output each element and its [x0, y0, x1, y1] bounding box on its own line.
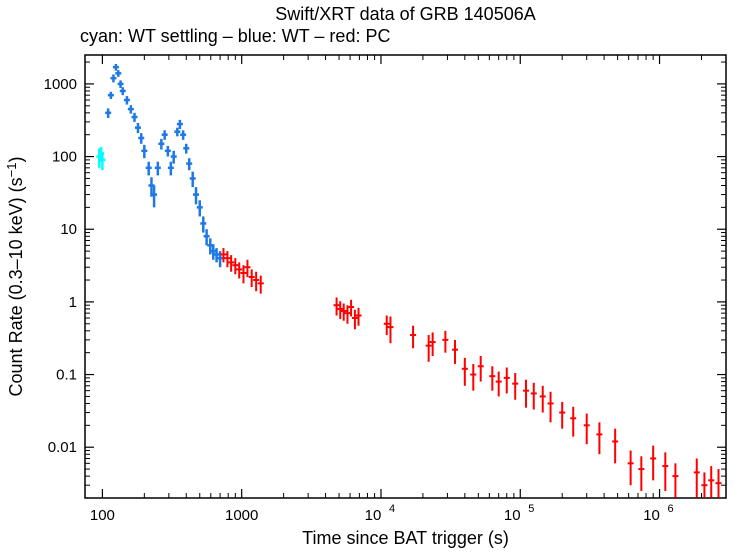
y-tick-label: 100	[52, 149, 77, 166]
y-tick-label: 10	[60, 221, 77, 238]
svg-text:5: 5	[528, 503, 534, 515]
y-tick-label: 0.01	[48, 439, 77, 456]
x-axis-label: Time since BAT trigger (s)	[302, 528, 509, 548]
x-tick-label: 10	[504, 507, 521, 524]
chart-subtitle: cyan: WT settling – blue: WT – red: PC	[80, 26, 390, 46]
x-tick-label: 1000	[225, 507, 258, 524]
x-tick-label: 10	[365, 507, 382, 524]
svg-text:6: 6	[668, 503, 674, 515]
plot-frame	[85, 55, 726, 498]
chart-svg: 100 1000 10 4 10 5 10 6 0.01 0.1 1 10 100 1000 Time si…	[0, 0, 746, 558]
chart-title: Swift/XRT data of GRB 140506A	[275, 4, 535, 24]
y-tick-label: 0.1	[56, 367, 77, 384]
y-axis-label: Count Rate (0.3–10 keV) (s−1)	[4, 157, 26, 397]
chart-container: 100 1000 10 4 10 5 10 6 0.01 0.1 1 10 100 1000 Time si…	[0, 0, 746, 558]
y-tick-label: 1	[69, 294, 77, 311]
svg-text:4: 4	[389, 503, 395, 515]
x-tick-label: 100	[90, 507, 115, 524]
y-tick-label: 1000	[44, 76, 77, 93]
x-tick-label: 10	[643, 507, 660, 524]
